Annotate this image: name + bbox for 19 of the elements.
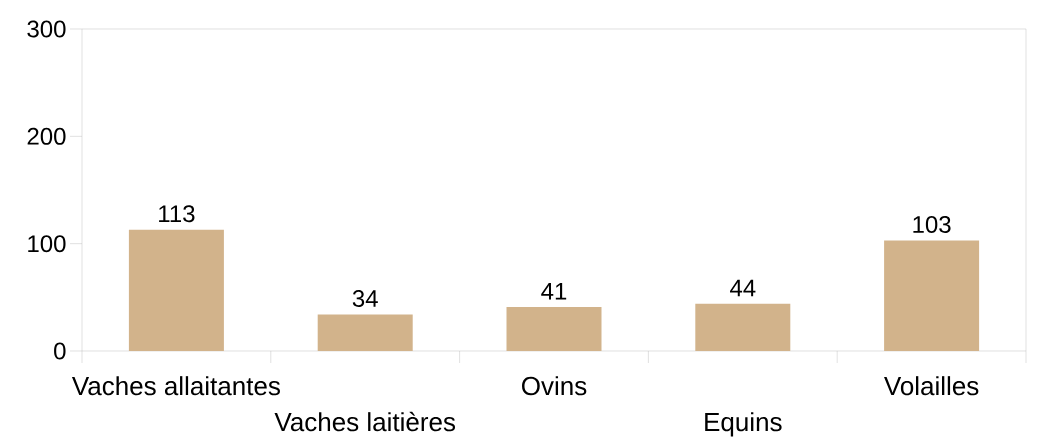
data-label: 113 — [159, 205, 195, 223]
bar — [884, 240, 980, 352]
y-tick-label: 300 — [27, 20, 66, 38]
x-tick-label: Volailles — [884, 376, 979, 396]
data-label: 41 — [541, 283, 567, 300]
bar — [128, 229, 224, 352]
x-tick-label: Ovins — [522, 376, 587, 396]
data-label: 34 — [352, 290, 378, 308]
y-tick-label: 200 — [27, 127, 66, 145]
bar — [695, 303, 791, 352]
x-tick-label: Vaches allaitantes — [71, 376, 280, 396]
bar — [317, 314, 413, 352]
data-label: 103 — [913, 216, 951, 234]
x-tick-label: Equins — [705, 412, 782, 437]
bar — [506, 307, 602, 352]
x-tick-label: Vaches laitières — [274, 412, 456, 432]
y-tick-label: 0 — [54, 342, 66, 360]
data-label: 44 — [730, 279, 756, 297]
y-tick-label: 100 — [28, 235, 66, 253]
